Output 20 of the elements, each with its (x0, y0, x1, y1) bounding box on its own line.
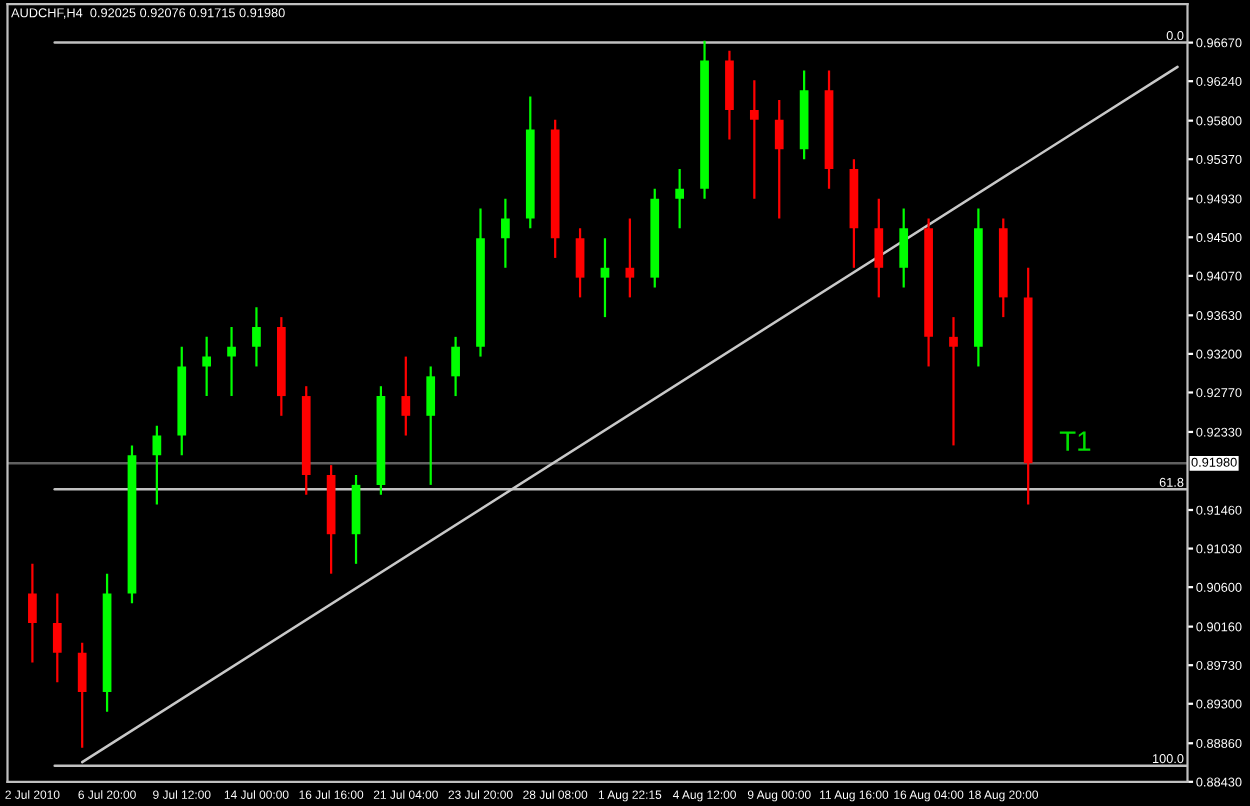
candlestick (227, 325, 236, 398)
candlestick (874, 197, 884, 299)
candlestick (52, 592, 62, 684)
annotation: T1 (1059, 431, 1091, 451)
candlestick (77, 641, 87, 749)
candlestick (426, 365, 436, 486)
candlestick (625, 217, 635, 299)
candlestick (501, 197, 510, 269)
candlestick (575, 227, 585, 299)
candlestick (675, 167, 685, 230)
candlestick (600, 237, 610, 319)
candlestick (774, 98, 784, 220)
candlestick (749, 79, 759, 200)
candlestick (401, 355, 411, 437)
candlestick (202, 335, 212, 398)
candlestick (252, 306, 261, 368)
candlestick (949, 316, 958, 447)
candlestick (28, 562, 37, 664)
candlestick (899, 207, 909, 289)
candlestick (451, 335, 460, 398)
